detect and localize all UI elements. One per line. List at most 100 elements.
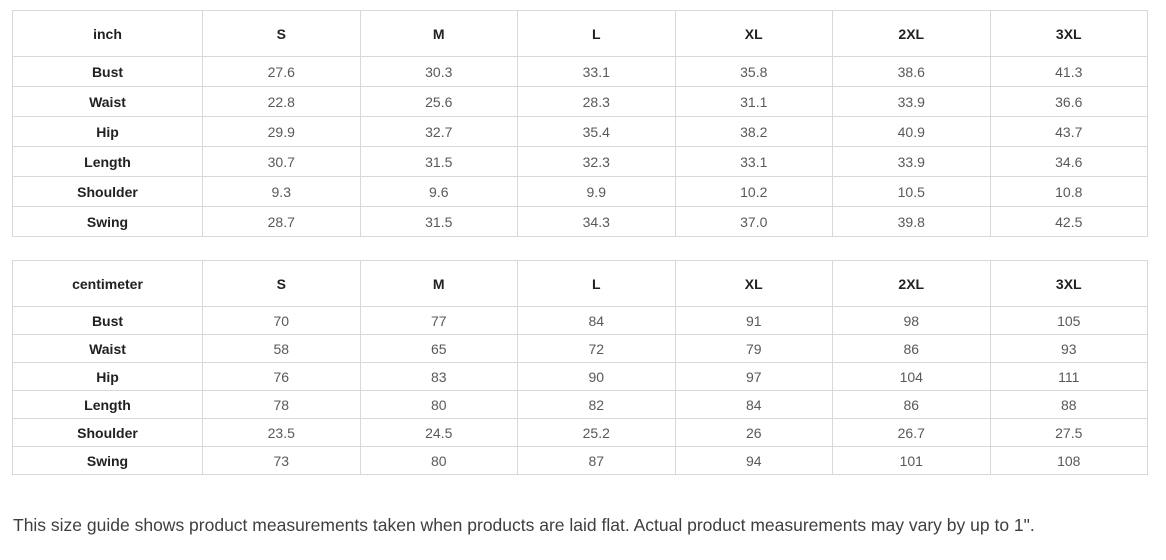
measurement-value: 91 (674, 306, 833, 335)
measurement-value: 80 (359, 390, 518, 419)
measurement-value: 82 (517, 390, 676, 419)
measurement-value: 34.3 (517, 206, 676, 237)
measurement-value: 38.6 (832, 56, 991, 87)
size-column-header: 3XL (989, 10, 1148, 57)
measurement-value: 86 (832, 334, 991, 363)
measurement-label: Length (12, 390, 203, 419)
table-row: Hip 76 83 90 97 104 111 (12, 362, 1148, 391)
size-tables-container: inch S M L XL 2XL 3XL Bust 27.6 30.3 33.1 35.8 38.6 4… (12, 10, 1148, 475)
measurement-value: 33.1 (674, 146, 833, 177)
measurement-value: 33.9 (832, 146, 991, 177)
table-row: Hip 29.9 32.7 35.4 38.2 40.9 43.7 (12, 116, 1148, 147)
measurement-label: Hip (12, 116, 203, 147)
measurement-value: 31.5 (359, 146, 518, 177)
header-row: centimeter S M L XL 2XL 3XL (12, 260, 1148, 307)
measurement-value: 32.7 (359, 116, 518, 147)
table-row: Swing 73 80 87 94 101 108 (12, 446, 1148, 475)
header-row: inch S M L XL 2XL 3XL (12, 10, 1148, 57)
measurement-value: 90 (517, 362, 676, 391)
measurement-value: 37.0 (674, 206, 833, 237)
measurement-label: Length (12, 146, 203, 177)
table-row: Swing 28.7 31.5 34.3 37.0 39.8 42.5 (12, 206, 1148, 237)
measurement-value: 23.5 (202, 418, 361, 447)
table-row: Length 78 80 82 84 86 88 (12, 390, 1148, 419)
measurement-value: 10.5 (832, 176, 991, 207)
measurement-label: Swing (12, 446, 203, 475)
measurement-label: Waist (12, 334, 203, 363)
size-column-header: 2XL (832, 10, 991, 57)
measurement-value: 28.7 (202, 206, 361, 237)
measurement-value: 35.4 (517, 116, 676, 147)
measurement-value: 41.3 (989, 56, 1148, 87)
measurement-value: 97 (674, 362, 833, 391)
table-row: Bust 70 77 84 91 98 105 (12, 306, 1148, 335)
size-guide-note: This size guide shows product measuremen… (13, 515, 1035, 535)
measurement-label: Hip (12, 362, 203, 391)
measurement-value: 27.5 (989, 418, 1148, 447)
measurement-value: 93 (989, 334, 1148, 363)
table-row: Shoulder 9.3 9.6 9.9 10.2 10.5 10.8 (12, 176, 1148, 207)
measurement-value: 101 (832, 446, 991, 475)
table-row: Waist 22.8 25.6 28.3 31.1 33.9 36.6 (12, 86, 1148, 117)
measurement-value: 86 (832, 390, 991, 419)
measurement-value: 77 (359, 306, 518, 335)
measurement-value: 36.6 (989, 86, 1148, 117)
measurement-value: 33.1 (517, 56, 676, 87)
measurement-value: 35.8 (674, 56, 833, 87)
measurement-label: Bust (12, 56, 203, 87)
measurement-value: 9.9 (517, 176, 676, 207)
measurement-value: 24.5 (359, 418, 518, 447)
table-row: Shoulder 23.5 24.5 25.2 26 26.7 27.5 (12, 418, 1148, 447)
measurement-value: 87 (517, 446, 676, 475)
measurement-value: 38.2 (674, 116, 833, 147)
measurement-value: 84 (517, 306, 676, 335)
measurement-value: 9.3 (202, 176, 361, 207)
measurement-value: 65 (359, 334, 518, 363)
unit-header-cell: inch (12, 10, 203, 57)
measurement-label: Shoulder (12, 176, 203, 207)
measurement-label: Swing (12, 206, 203, 237)
measurement-value: 111 (989, 362, 1148, 391)
measurement-value: 26.7 (832, 418, 991, 447)
size-table-inch: inch S M L XL 2XL 3XL Bust 27.6 30.3 33.1 35.8 38.6 4… (12, 10, 1148, 237)
size-column-header: XL (674, 10, 833, 57)
measurement-value: 98 (832, 306, 991, 335)
size-column-header: L (517, 260, 676, 307)
measurement-value: 88 (989, 390, 1148, 419)
size-column-header: L (517, 10, 676, 57)
table-row: Length 30.7 31.5 32.3 33.1 33.9 34.6 (12, 146, 1148, 177)
measurement-value: 83 (359, 362, 518, 391)
size-column-header: S (202, 260, 361, 307)
measurement-value: 26 (674, 418, 833, 447)
measurement-value: 42.5 (989, 206, 1148, 237)
size-column-header: 2XL (832, 260, 991, 307)
measurement-value: 9.6 (359, 176, 518, 207)
unit-header-cell: centimeter (12, 260, 203, 307)
measurement-value: 105 (989, 306, 1148, 335)
measurement-value: 58 (202, 334, 361, 363)
size-column-header: 3XL (989, 260, 1148, 307)
table-row: Bust 27.6 30.3 33.1 35.8 38.6 41.3 (12, 56, 1148, 87)
measurement-value: 43.7 (989, 116, 1148, 147)
measurement-value: 84 (674, 390, 833, 419)
table-row: Waist 58 65 72 79 86 93 (12, 334, 1148, 363)
measurement-value: 30.7 (202, 146, 361, 177)
measurement-value: 31.1 (674, 86, 833, 117)
measurement-value: 22.8 (202, 86, 361, 117)
measurement-value: 25.6 (359, 86, 518, 117)
measurement-label: Waist (12, 86, 203, 117)
measurement-label: Shoulder (12, 418, 203, 447)
measurement-value: 10.2 (674, 176, 833, 207)
measurement-label: Bust (12, 306, 203, 335)
size-table-centimeter: centimeter S M L XL 2XL 3XL Bust 70 77 84 91 98 105 Wa… (12, 260, 1148, 475)
measurement-value: 70 (202, 306, 361, 335)
size-column-header: XL (674, 260, 833, 307)
measurement-value: 25.2 (517, 418, 676, 447)
measurement-value: 72 (517, 334, 676, 363)
measurement-value: 73 (202, 446, 361, 475)
measurement-value: 108 (989, 446, 1148, 475)
measurement-value: 32.3 (517, 146, 676, 177)
measurement-value: 94 (674, 446, 833, 475)
measurement-value: 33.9 (832, 86, 991, 117)
